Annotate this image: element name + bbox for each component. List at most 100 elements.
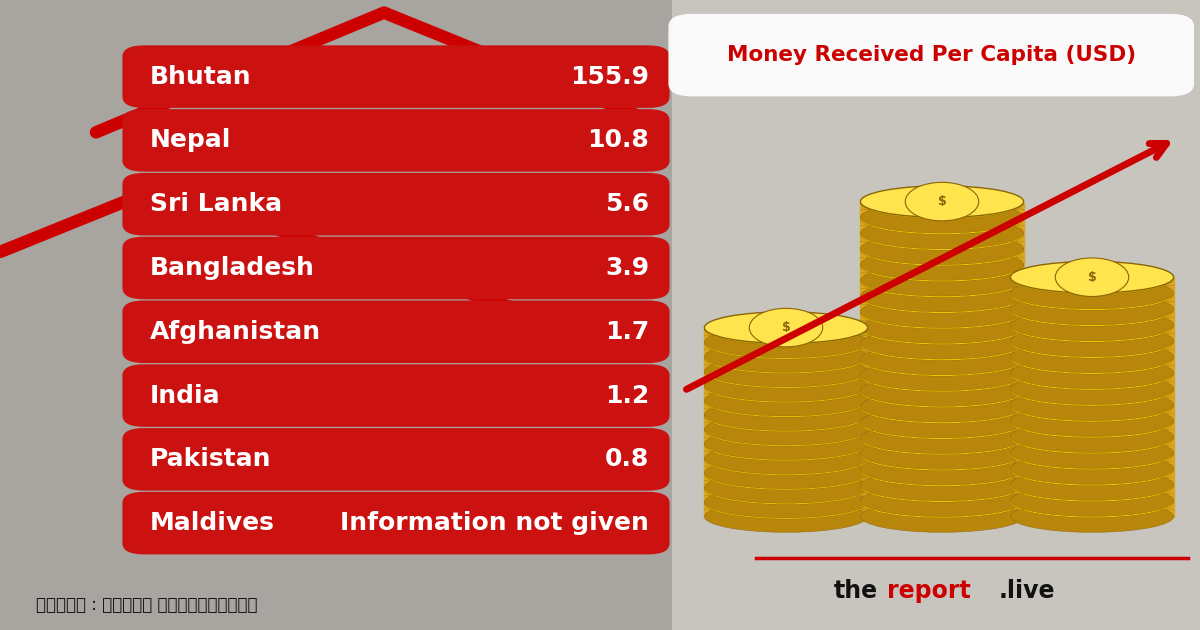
Ellipse shape (860, 345, 1024, 376)
Ellipse shape (1010, 406, 1174, 438)
Text: Pakistan: Pakistan (150, 447, 271, 471)
Polygon shape (1010, 486, 1174, 501)
Polygon shape (860, 392, 1024, 406)
Ellipse shape (860, 313, 1024, 345)
Ellipse shape (860, 454, 1024, 485)
Ellipse shape (704, 399, 868, 430)
Ellipse shape (704, 415, 868, 446)
Ellipse shape (704, 473, 868, 505)
Ellipse shape (704, 371, 868, 403)
Polygon shape (1010, 311, 1174, 325)
Ellipse shape (1010, 263, 1174, 294)
Text: 0.8: 0.8 (605, 447, 649, 471)
Ellipse shape (1010, 421, 1174, 452)
Ellipse shape (860, 249, 1024, 280)
Polygon shape (860, 329, 1024, 343)
FancyBboxPatch shape (668, 14, 1194, 96)
Text: the: the (834, 579, 878, 603)
FancyBboxPatch shape (122, 45, 670, 108)
Ellipse shape (1010, 357, 1174, 389)
Ellipse shape (860, 312, 1024, 343)
Polygon shape (860, 313, 1024, 328)
Text: Maldives: Maldives (150, 511, 275, 535)
Ellipse shape (1010, 501, 1174, 532)
Polygon shape (704, 387, 868, 400)
Ellipse shape (860, 471, 1024, 502)
Ellipse shape (1010, 358, 1174, 390)
Polygon shape (704, 343, 868, 357)
Ellipse shape (704, 400, 868, 432)
Ellipse shape (704, 341, 868, 372)
Ellipse shape (860, 234, 1024, 266)
Polygon shape (1010, 438, 1174, 453)
Circle shape (749, 308, 823, 347)
Text: India: India (150, 384, 221, 408)
Polygon shape (860, 219, 1024, 233)
Ellipse shape (860, 266, 1024, 297)
Ellipse shape (860, 501, 1024, 532)
Ellipse shape (860, 376, 1024, 408)
Ellipse shape (860, 282, 1024, 313)
Ellipse shape (704, 501, 868, 532)
FancyBboxPatch shape (122, 109, 670, 172)
Text: Bangladesh: Bangladesh (150, 256, 314, 280)
Text: 155.9: 155.9 (570, 65, 649, 89)
Ellipse shape (860, 392, 1024, 423)
Polygon shape (860, 360, 1024, 375)
Polygon shape (860, 250, 1024, 265)
Polygon shape (1010, 454, 1174, 469)
Polygon shape (860, 423, 1024, 438)
Ellipse shape (704, 444, 868, 476)
Ellipse shape (860, 439, 1024, 471)
Polygon shape (1010, 422, 1174, 437)
Text: সোর্স : চেঞ্জ ইনিশিয়েটিভ: সোর্স : চেঞ্জ ইনিশিয়েটিভ (36, 596, 258, 614)
Ellipse shape (704, 457, 868, 489)
Ellipse shape (1010, 278, 1174, 310)
Ellipse shape (1010, 294, 1174, 325)
Text: $: $ (937, 195, 947, 208)
Polygon shape (1010, 502, 1174, 517)
Ellipse shape (860, 455, 1024, 486)
Text: 3.9: 3.9 (605, 256, 649, 280)
Polygon shape (704, 372, 868, 386)
Ellipse shape (1010, 391, 1174, 422)
Ellipse shape (860, 485, 1024, 517)
Ellipse shape (704, 429, 868, 461)
Text: Bhutan: Bhutan (150, 65, 252, 89)
Polygon shape (860, 376, 1024, 391)
Polygon shape (704, 329, 868, 342)
Ellipse shape (704, 459, 868, 490)
Ellipse shape (704, 472, 868, 503)
Text: Nepal: Nepal (150, 129, 232, 152)
Ellipse shape (704, 357, 868, 388)
Ellipse shape (860, 187, 1024, 219)
Ellipse shape (860, 328, 1024, 359)
FancyBboxPatch shape (122, 364, 670, 427)
Ellipse shape (1010, 437, 1174, 469)
Ellipse shape (1010, 309, 1174, 341)
Circle shape (905, 182, 979, 221)
Ellipse shape (860, 408, 1024, 439)
Ellipse shape (860, 297, 1024, 329)
Ellipse shape (1010, 343, 1174, 374)
Ellipse shape (1010, 470, 1174, 501)
Ellipse shape (860, 233, 1024, 265)
Polygon shape (860, 234, 1024, 249)
Ellipse shape (1010, 295, 1174, 326)
Ellipse shape (1010, 326, 1174, 358)
Ellipse shape (860, 406, 1024, 438)
Polygon shape (704, 445, 868, 459)
Polygon shape (860, 203, 1024, 217)
FancyBboxPatch shape (122, 237, 670, 299)
Text: 1.7: 1.7 (605, 320, 649, 344)
Ellipse shape (860, 250, 1024, 282)
Polygon shape (1010, 470, 1174, 484)
Polygon shape (704, 503, 868, 517)
Text: Information not given: Information not given (341, 511, 649, 535)
Polygon shape (860, 408, 1024, 422)
Ellipse shape (1010, 469, 1174, 500)
Ellipse shape (1010, 341, 1174, 373)
Polygon shape (860, 502, 1024, 517)
Ellipse shape (860, 186, 1024, 217)
FancyBboxPatch shape (122, 428, 670, 491)
